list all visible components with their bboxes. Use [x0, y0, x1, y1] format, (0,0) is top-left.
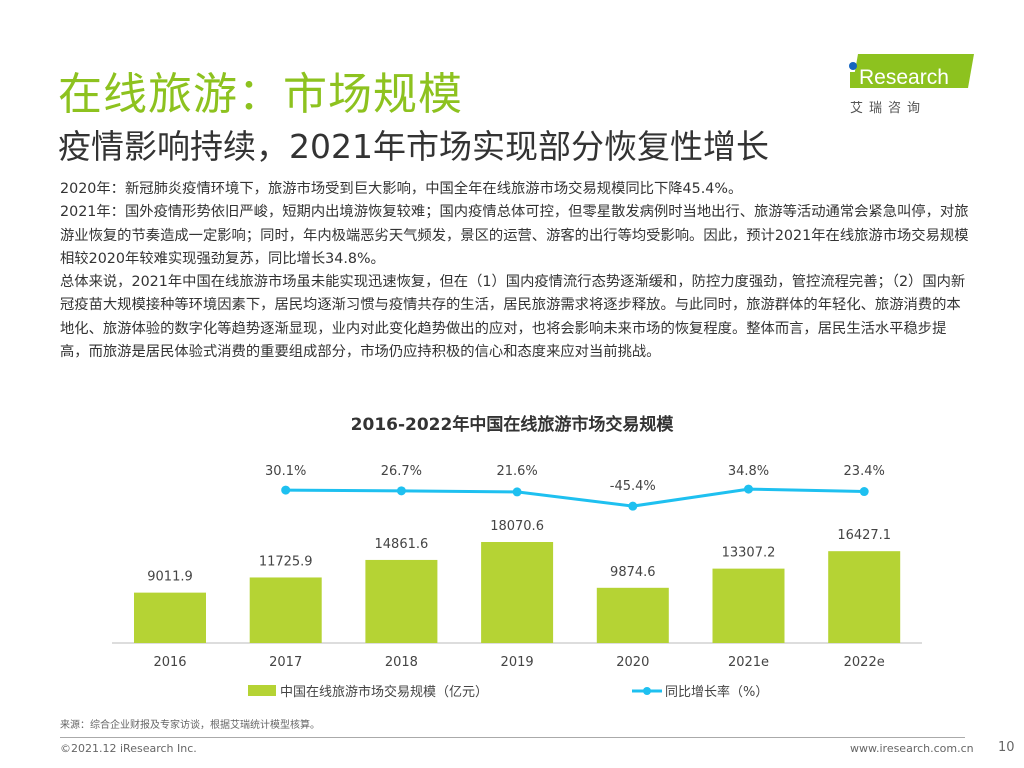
bar — [828, 551, 901, 643]
x-tick-label: 2018 — [385, 655, 418, 670]
growth-value-label: 26.7% — [381, 464, 422, 479]
bar-value-label: 14861.6 — [375, 537, 429, 552]
paragraph: 总体来说，2021年中国在线旅游市场虽未能实现迅速恢复，但在（1）国内疫情流行态… — [60, 274, 966, 361]
legend-label: 中国在线旅游市场交易规模（亿元） — [280, 685, 489, 700]
svg-text:艾瑞咨询: 艾瑞咨询 — [850, 101, 926, 116]
growth-value-label: 34.8% — [728, 464, 769, 479]
copyright: ©2021.12 iResearch Inc. — [60, 742, 197, 755]
legend-bar: 中国在线旅游市场交易规模（亿元） — [248, 681, 488, 700]
bar-value-label: 11725.9 — [259, 554, 313, 569]
growth-point — [628, 501, 638, 511]
paragraph: 2021年：国外疫情形势依旧严峻，短期内出境游恢复较难；国内疫情总体可控，但零星… — [60, 204, 969, 267]
growth-point — [512, 487, 522, 497]
x-tick-label: 2020 — [616, 655, 649, 670]
paragraph: 2020年：新冠肺炎疫情环境下，旅游市场受到巨大影响，中国全年在线旅游市场交易规… — [60, 181, 743, 197]
bar-value-label: 13307.2 — [722, 546, 776, 561]
bar-value-label: 16427.1 — [837, 528, 891, 543]
growth-value-label: 23.4% — [844, 464, 885, 479]
divider — [60, 737, 965, 738]
x-tick-label: 2022e — [844, 655, 885, 670]
legend-line-marker — [632, 686, 662, 695]
legend-swatch — [248, 685, 276, 696]
x-tick-label: 2017 — [269, 655, 302, 670]
source-note: 来源：综合企业财报及专家访谈，根据艾瑞统计模型核算。 — [60, 720, 320, 731]
growth-value-label: 21.6% — [496, 464, 537, 479]
growth-value-label: -45.4% — [610, 479, 656, 494]
page-title: 在线旅游：市场规模 — [58, 69, 463, 120]
growth-point — [744, 484, 753, 494]
page-subtitle: 疫情影响持续，2021年市场实现部分恢复性增长 — [58, 127, 769, 166]
website-link[interactable]: www.iresearch.com.cn — [850, 742, 974, 755]
bar-value-label: 9874.6 — [610, 565, 656, 580]
bar-value-label: 9011.9 — [147, 570, 193, 585]
growth-point — [281, 485, 291, 495]
bar — [481, 542, 554, 643]
svg-text:Research: Research — [859, 66, 949, 89]
bar — [596, 587, 669, 643]
bar — [134, 592, 206, 643]
body-text: 2020年：新冠肺炎疫情环境下，旅游市场受到巨大影响，中国全年在线旅游市场交易规… — [60, 178, 970, 364]
growth-value-label: 30.1% — [265, 464, 306, 479]
bar — [249, 577, 322, 643]
bar-value-label: 18070.6 — [490, 519, 544, 534]
bar — [365, 559, 438, 643]
x-tick-label: 2021e — [728, 655, 769, 670]
page-number: 10 — [998, 740, 1015, 755]
legend-line: 同比增长率（%） — [632, 681, 768, 700]
growth-point — [859, 487, 869, 497]
chart-title: 2016-2022年中国在线旅游市场交易规模 — [350, 415, 674, 435]
growth-point — [396, 486, 406, 496]
bar — [712, 568, 785, 643]
growth-line — [285, 487, 865, 508]
x-tick-label: 2019 — [501, 655, 534, 670]
iresearch-logo: Research 艾瑞咨询 — [849, 54, 974, 116]
legend-label: 同比增长率（%） — [665, 685, 769, 700]
x-tick-label: 2016 — [153, 655, 186, 670]
